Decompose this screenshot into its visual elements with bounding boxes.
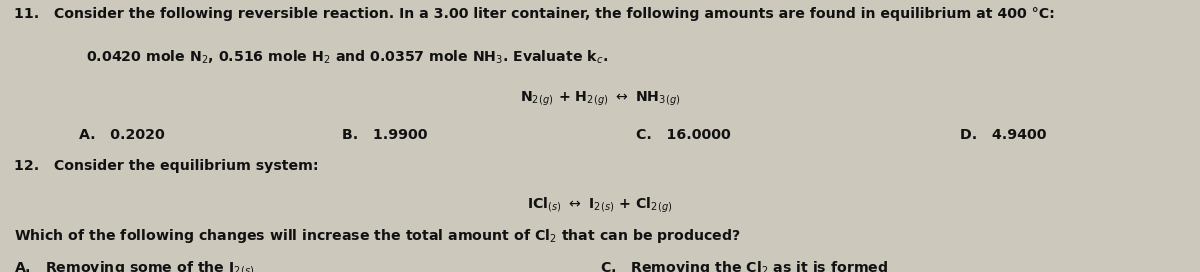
Text: C.   16.0000: C. 16.0000 (636, 128, 731, 142)
Text: A.   0.2020: A. 0.2020 (79, 128, 164, 142)
Text: B.   1.9900: B. 1.9900 (342, 128, 427, 142)
Text: N$_2$$_{(g)}$ + H$_2$$_{(g)}$ $\leftrightarrow$ NH$_3$$_{(g)}$: N$_2$$_{(g)}$ + H$_2$$_{(g)}$ $\leftrigh… (520, 90, 680, 108)
Text: A.   Removing some of the I$_2$$_{(s)}$: A. Removing some of the I$_2$$_{(s)}$ (14, 259, 256, 272)
Text: Which of the following changes will increase the total amount of Cl$_2$ that can: Which of the following changes will incr… (14, 227, 742, 245)
Text: C.   Removing the Cl$_2$ as it is formed: C. Removing the Cl$_2$ as it is formed (600, 259, 888, 272)
Text: D.   4.9400: D. 4.9400 (960, 128, 1046, 142)
Text: 12.   Consider the equilibrium system:: 12. Consider the equilibrium system: (14, 159, 319, 173)
Text: ICl$_{(s)}$ $\leftrightarrow$ I$_2$$_{(s)}$ + Cl$_2$$_{(g)}$: ICl$_{(s)}$ $\leftrightarrow$ I$_2$$_{(s… (527, 196, 673, 215)
Text: 0.0420 mole N$_2$, 0.516 mole H$_2$ and 0.0357 mole NH$_3$. Evaluate k$_c$.: 0.0420 mole N$_2$, 0.516 mole H$_2$ and … (86, 49, 608, 66)
Text: 11.   Consider the following reversible reaction. In a 3.00 liter container, the: 11. Consider the following reversible re… (14, 7, 1055, 21)
